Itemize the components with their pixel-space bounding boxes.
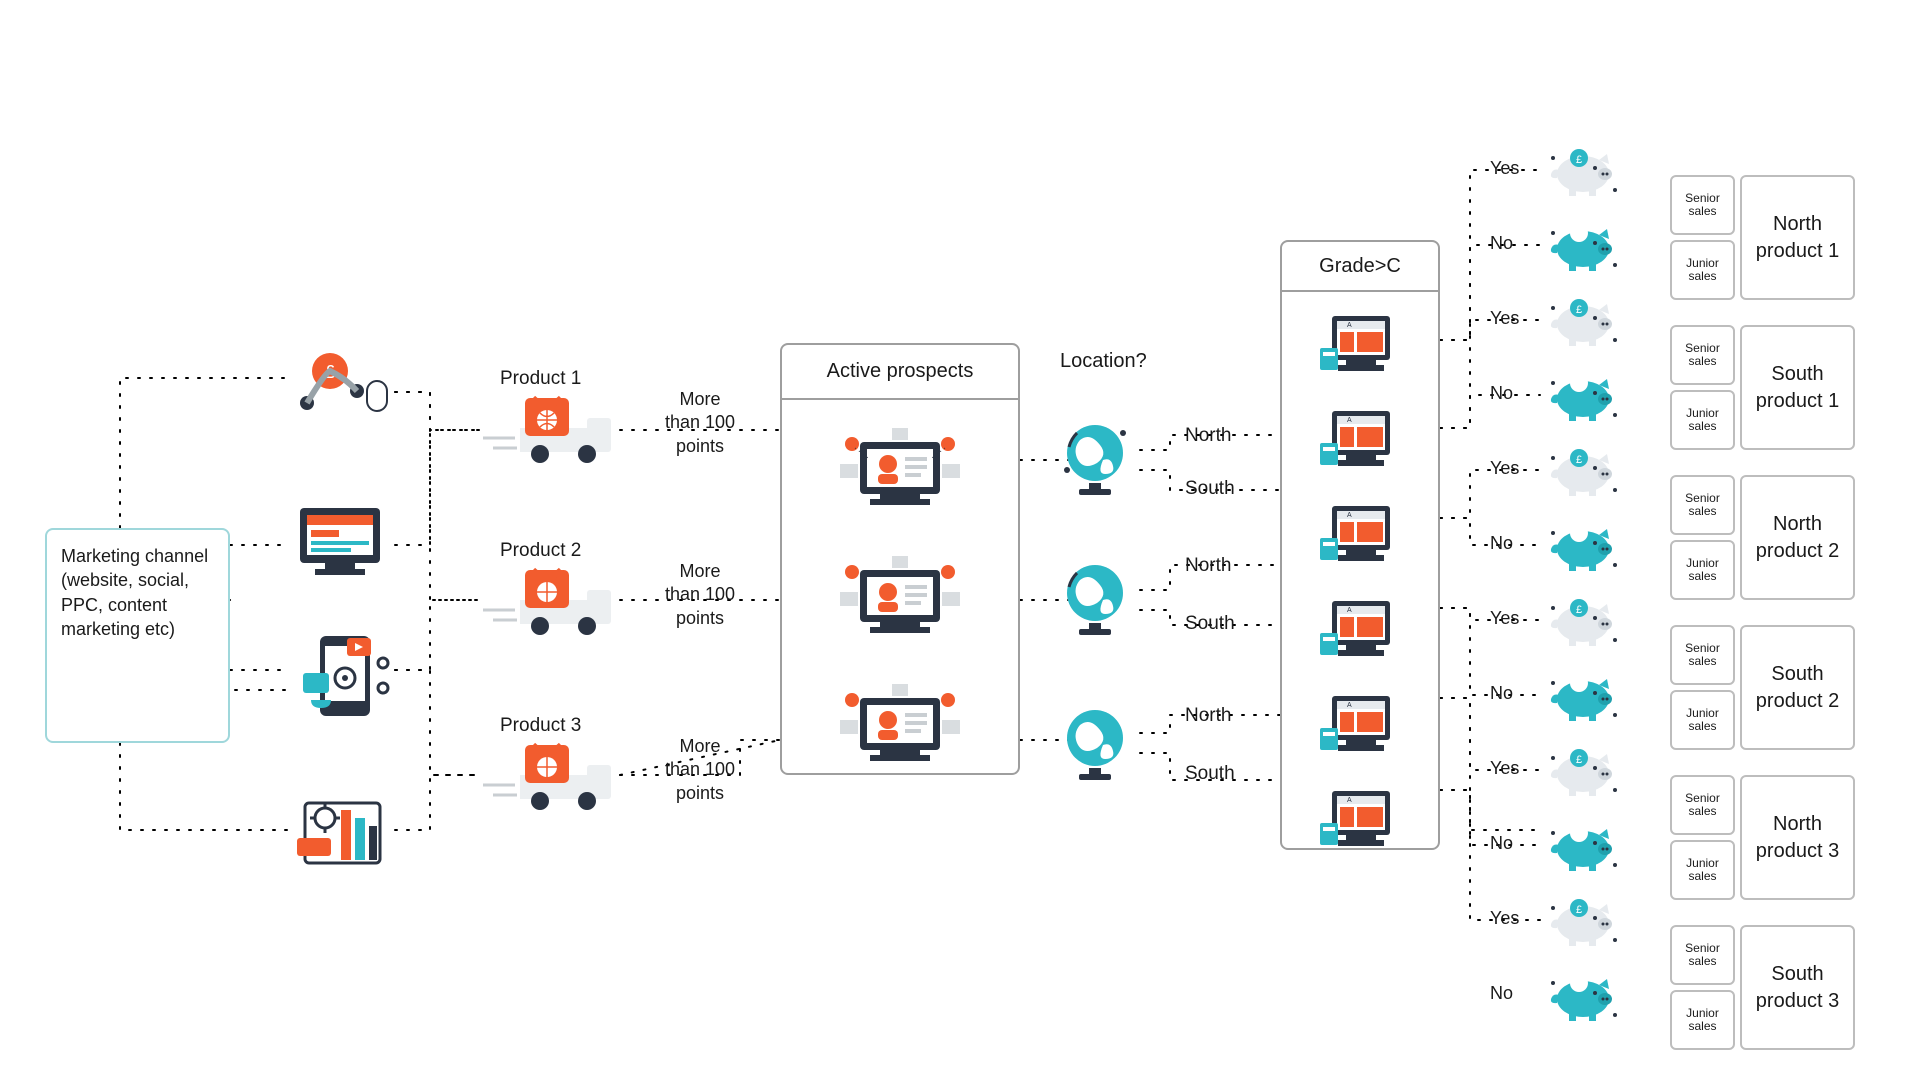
svg-text:A: A — [1347, 702, 1352, 709]
svg-text:A: A — [1347, 797, 1352, 804]
svg-text:£: £ — [1576, 229, 1582, 241]
junior-sales-box: Junior sales — [1670, 240, 1735, 300]
outcome-box: North product 3 — [1740, 775, 1855, 900]
svg-text:£: £ — [1576, 979, 1582, 991]
piggy-bank-icon: £ — [1545, 519, 1623, 579]
product-1-label: Product 1 — [500, 368, 581, 390]
grade-level-icon: A — [1316, 403, 1404, 478]
location-north-2: North — [1185, 555, 1231, 577]
svg-text:A: A — [1347, 512, 1352, 519]
threshold-3: More than 100 points — [660, 735, 740, 805]
svg-text:£: £ — [1576, 904, 1582, 916]
grade-level-icon: A — [1316, 593, 1404, 668]
grade-level-icon: A — [1316, 308, 1404, 383]
product-3-icon — [475, 737, 620, 817]
threshold-1: More than 100 points — [660, 388, 740, 458]
piggy-bank-icon: £ — [1545, 594, 1623, 654]
piggy-bank-icon: £ — [1545, 294, 1623, 354]
channel-icon-cms — [280, 785, 400, 880]
grade-no-label: No — [1490, 233, 1513, 254]
globe-icon — [1055, 555, 1140, 645]
piggy-bank-icon: £ — [1545, 369, 1623, 429]
product-2-label: Product 2 — [500, 540, 581, 562]
grade-level-icon: A — [1316, 688, 1404, 763]
piggy-bank-icon: £ — [1545, 144, 1623, 204]
piggy-bank-icon: £ — [1545, 669, 1623, 729]
prospect-icon — [820, 678, 980, 778]
senior-sales-box: Senior sales — [1670, 775, 1735, 835]
prospect-icon — [820, 422, 980, 522]
globe-icon — [1055, 700, 1140, 790]
outcome-box: North product 2 — [1740, 475, 1855, 600]
grade-yes-label: Yes — [1490, 458, 1519, 479]
grade-no-label: No — [1490, 983, 1513, 1004]
svg-text:£: £ — [1576, 829, 1582, 841]
grade-yes-label: Yes — [1490, 158, 1519, 179]
svg-text:A: A — [1347, 607, 1352, 614]
product-1-icon — [475, 390, 620, 470]
channel-icon-mobile — [280, 625, 400, 725]
channel-icon-desktop — [280, 495, 400, 590]
outcome-box: South product 2 — [1740, 625, 1855, 750]
svg-text:A: A — [1347, 417, 1352, 424]
svg-text:£: £ — [1576, 379, 1582, 391]
svg-text:£: £ — [1576, 604, 1582, 616]
grade-no-label: No — [1490, 833, 1513, 854]
location-north-3: North — [1185, 705, 1231, 727]
svg-text:£: £ — [1576, 754, 1582, 766]
location-north-1: North — [1185, 425, 1231, 447]
active-prospects-box: Active prospects — [780, 343, 1020, 775]
piggy-bank-icon: £ — [1545, 969, 1623, 1029]
senior-sales-box: Senior sales — [1670, 175, 1735, 235]
piggy-bank-icon: £ — [1545, 219, 1623, 279]
product-3-label: Product 3 — [500, 715, 581, 737]
grade-yes-label: Yes — [1490, 308, 1519, 329]
channel-icon-analytics: £ — [280, 340, 400, 435]
grade-yes-label: Yes — [1490, 758, 1519, 779]
grade-level-icon: A — [1316, 783, 1404, 858]
senior-sales-box: Senior sales — [1670, 325, 1735, 385]
svg-text:£: £ — [1576, 679, 1582, 691]
junior-sales-box: Junior sales — [1670, 990, 1735, 1050]
threshold-2: More than 100 points — [660, 560, 740, 630]
junior-sales-box: Junior sales — [1670, 540, 1735, 600]
junior-sales-box: Junior sales — [1670, 840, 1735, 900]
location-south-2: South — [1185, 613, 1235, 635]
piggy-bank-icon: £ — [1545, 819, 1623, 879]
svg-text:£: £ — [1576, 529, 1582, 541]
globe-icon — [1055, 415, 1140, 505]
piggy-bank-icon: £ — [1545, 444, 1623, 504]
svg-text:£: £ — [1576, 454, 1582, 466]
grade-no-label: No — [1490, 683, 1513, 704]
prospect-icon — [820, 550, 980, 650]
outcome-box: South product 1 — [1740, 325, 1855, 450]
marketing-channel-text: Marketing channel (website, social, PPC,… — [61, 544, 214, 641]
senior-sales-box: Senior sales — [1670, 625, 1735, 685]
product-2-icon — [475, 562, 620, 642]
grade-no-label: No — [1490, 383, 1513, 404]
grade-title: Grade>C — [1319, 255, 1401, 278]
location-south-1: South — [1185, 478, 1235, 500]
senior-sales-box: Senior sales — [1670, 925, 1735, 985]
grade-yes-label: Yes — [1490, 908, 1519, 929]
grade-yes-label: Yes — [1490, 608, 1519, 629]
location-south-3: South — [1185, 763, 1235, 785]
marketing-channel-box: Marketing channel (website, social, PPC,… — [45, 528, 230, 743]
svg-text:A: A — [1347, 322, 1352, 329]
piggy-bank-icon: £ — [1545, 744, 1623, 804]
outcome-box: South product 3 — [1740, 925, 1855, 1050]
piggy-bank-icon: £ — [1545, 894, 1623, 954]
svg-text:£: £ — [1576, 304, 1582, 316]
junior-sales-box: Junior sales — [1670, 690, 1735, 750]
outcome-box: North product 1 — [1740, 175, 1855, 300]
senior-sales-box: Senior sales — [1670, 475, 1735, 535]
junior-sales-box: Junior sales — [1670, 390, 1735, 450]
location-question: Location? — [1060, 350, 1147, 373]
grade-box: Grade>C A A A A A A — [1280, 240, 1440, 850]
grade-level-icon: A — [1316, 498, 1404, 573]
grade-no-label: No — [1490, 533, 1513, 554]
active-prospects-title: Active prospects — [827, 360, 974, 383]
svg-text:£: £ — [1576, 154, 1582, 166]
